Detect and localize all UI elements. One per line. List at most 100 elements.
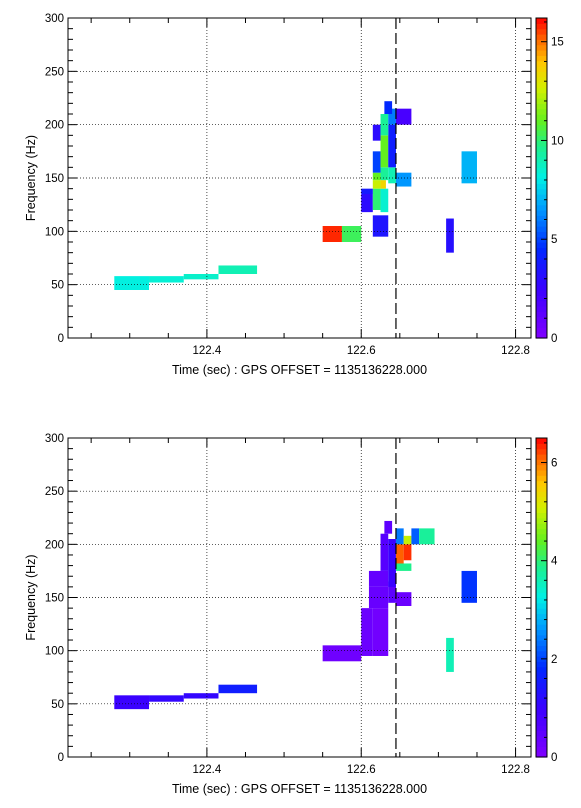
colorbar-band xyxy=(536,332,547,339)
colorbar-band xyxy=(536,687,547,694)
colorbar-band xyxy=(536,28,547,35)
colorbar-band xyxy=(536,491,547,498)
colorbar-band xyxy=(536,151,547,158)
heatmap-tile xyxy=(384,101,393,114)
heatmap-tile xyxy=(388,167,396,184)
heatmap-tile xyxy=(372,188,381,210)
colorbar-band xyxy=(536,570,547,577)
y-tick-label: 150 xyxy=(45,173,64,185)
colorbar-band xyxy=(536,725,547,732)
colorbar-band xyxy=(536,215,547,222)
heatmap-tile xyxy=(183,693,219,699)
colorbar-band xyxy=(536,560,547,567)
y-tick-label: 300 xyxy=(45,433,64,445)
colorbar-band xyxy=(536,703,547,710)
y-tick-label: 0 xyxy=(58,333,64,345)
heatmap-tile xyxy=(388,539,396,587)
x-axis-title: Time (sec) : GPS OFFSET = 1135136228.000 xyxy=(172,363,427,377)
colorbar-band xyxy=(536,124,547,131)
heatmap-tile xyxy=(388,581,396,603)
colorbar-band xyxy=(536,608,547,615)
colorbar-band xyxy=(536,18,547,24)
colorbar-band xyxy=(536,300,547,307)
x-tick-label: 122.4 xyxy=(193,764,222,776)
colorbar-band xyxy=(536,469,547,476)
colorbar-band xyxy=(536,290,547,296)
colorbar-band xyxy=(536,586,547,593)
colorbar-band xyxy=(536,565,547,572)
heatmap-tile xyxy=(446,637,454,672)
y-tick-label: 100 xyxy=(45,646,64,658)
colorbar-band xyxy=(536,162,547,168)
colorbar-band xyxy=(536,295,547,302)
colorbar-band xyxy=(536,114,547,120)
y-tick-label: 300 xyxy=(45,13,64,25)
y-axis-title: Frequency (Hz) xyxy=(24,554,38,640)
colorbar-band xyxy=(536,135,547,142)
colorbar-band xyxy=(536,671,547,678)
heatmap-tile xyxy=(380,135,389,168)
heatmap-tile xyxy=(395,172,412,187)
colorbar-tick-label: 0 xyxy=(551,333,557,345)
colorbar-band xyxy=(536,274,547,280)
colorbar-band xyxy=(536,76,547,83)
colorbar-band xyxy=(536,188,547,195)
heatmap-tile xyxy=(395,592,412,606)
heatmap-tile xyxy=(149,695,184,702)
colorbar-band xyxy=(536,306,547,312)
x-tick-label: 122.8 xyxy=(501,345,530,357)
heatmap-tile xyxy=(461,570,477,603)
colorbar-band xyxy=(536,50,547,56)
colorbar-band xyxy=(536,34,547,40)
colorbar-band xyxy=(536,677,547,684)
heatmap-tile xyxy=(395,563,412,571)
colorbar-band xyxy=(536,618,547,625)
colorbar-band xyxy=(536,475,547,482)
colorbar-band xyxy=(536,252,547,259)
heatmap-tile xyxy=(218,684,258,694)
colorbar-tick-label: 4 xyxy=(551,556,558,568)
colorbar-band xyxy=(536,199,547,206)
colorbar-band xyxy=(536,247,547,254)
heatmap-tile xyxy=(322,645,362,662)
colorbar-band xyxy=(536,581,547,588)
colorbar-band xyxy=(536,44,547,51)
heatmap-tile xyxy=(368,586,389,609)
colorbar-band xyxy=(536,119,547,126)
colorbar-band xyxy=(536,71,547,78)
x-axis-title: Time (sec) : GPS OFFSET = 1135136228.000 xyxy=(172,782,427,796)
colorbar-tick-label: 5 xyxy=(551,234,557,246)
heatmap-tile xyxy=(395,544,404,566)
colorbar-tick-label: 2 xyxy=(551,654,557,666)
colorbar-band xyxy=(536,496,547,503)
y-tick-label: 50 xyxy=(51,280,64,292)
heatmap-tile xyxy=(149,276,184,283)
colorbar-band xyxy=(536,719,547,726)
colorbar-band xyxy=(536,130,547,136)
heatmap-tile xyxy=(372,215,389,237)
colorbar-band xyxy=(536,539,547,545)
colorbar-band xyxy=(536,709,547,716)
colorbar-band xyxy=(536,645,547,652)
colorbar-band xyxy=(536,242,547,248)
y-tick-label: 200 xyxy=(45,539,64,551)
colorbar-band xyxy=(536,507,547,514)
colorbar-band xyxy=(536,517,547,524)
colorbar-band xyxy=(536,279,547,286)
colorbar-band xyxy=(536,448,547,455)
colorbar-band xyxy=(536,714,547,721)
colorbar-band xyxy=(536,751,547,758)
colorbar-band xyxy=(536,23,547,30)
heatmap-tile xyxy=(372,180,381,189)
colorbar-band xyxy=(536,284,547,291)
colorbar-band xyxy=(536,172,547,179)
heatmap-tile xyxy=(380,188,389,213)
colorbar-tick-label: 0 xyxy=(551,752,557,764)
colorbar-band xyxy=(536,485,547,492)
colorbar-band xyxy=(536,258,547,264)
colorbar-band xyxy=(536,597,547,604)
colorbar-band xyxy=(536,316,547,323)
colorbar-band xyxy=(536,231,547,238)
colorbar-band xyxy=(536,226,547,232)
